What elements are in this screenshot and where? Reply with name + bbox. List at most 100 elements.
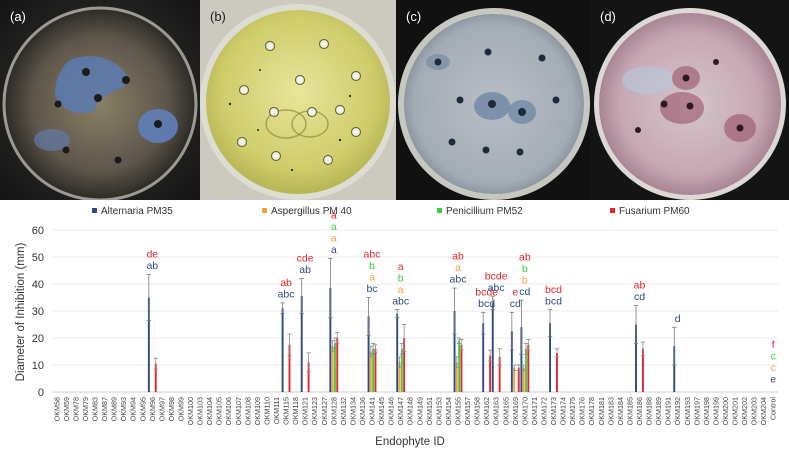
bar-OKM141-1 xyxy=(369,351,372,392)
significance-label: ab xyxy=(634,280,646,292)
bar-OKM155-1 xyxy=(455,362,458,392)
significance-label: bcde xyxy=(475,286,498,298)
x-tick-label: OKM105 xyxy=(215,397,224,425)
x-tick-label: OKM185 xyxy=(625,397,634,425)
bar-OKM147-2 xyxy=(400,348,403,392)
x-tick-label: OKM165 xyxy=(501,397,510,425)
significance-label: abc xyxy=(392,295,409,307)
x-tick-label: OKM128 xyxy=(329,397,338,425)
x-tick-label: OKM79 xyxy=(81,397,90,421)
x-tick-label: OKM109 xyxy=(253,397,262,425)
significance-label: abc xyxy=(364,249,381,261)
x-tick-label: OKM197 xyxy=(692,397,701,425)
bar-OKM128-3 xyxy=(336,338,339,392)
significance-label: a xyxy=(331,209,337,221)
x-tick-label: OKM171 xyxy=(530,397,539,425)
bar-OKM170-2 xyxy=(525,348,527,392)
x-tick-label: OKM155 xyxy=(453,397,462,425)
y-tick-label: 0 xyxy=(38,387,44,399)
legend-swatch-1 xyxy=(262,208,267,213)
x-tick-label: OKM199 xyxy=(711,397,720,425)
petri-dish-d-image xyxy=(590,0,789,200)
x-tick-label: OKM103 xyxy=(196,397,205,425)
significance-label: bcd xyxy=(545,295,562,307)
bar-OKM169-1 xyxy=(513,367,516,392)
bar-OKM169-0 xyxy=(510,331,513,392)
significance-label: ab xyxy=(146,260,158,272)
significance-label: cd xyxy=(519,286,530,298)
petri-dish-a-image xyxy=(0,0,200,200)
x-tick-label: OKM183 xyxy=(606,397,615,425)
significance-label: bcde xyxy=(485,270,508,282)
bar-OKM173-3 xyxy=(556,352,558,392)
bar-OKM141-3 xyxy=(374,348,377,392)
x-tick-label: OKM108 xyxy=(243,397,252,425)
bar-OKM121-3 xyxy=(307,362,310,392)
x-tick-label: OKM127 xyxy=(320,397,329,425)
y-axis: 0 10 20 30 40 50 60 xyxy=(32,225,44,399)
significance-label: a xyxy=(331,232,337,244)
significance-label: de xyxy=(146,249,158,261)
x-tick-label: OKM110 xyxy=(262,397,271,425)
bar-OKM170-1 xyxy=(522,367,525,392)
significance-label: ab xyxy=(519,251,531,263)
legend-swatch-2 xyxy=(437,208,442,213)
x-tick-label: OKM95 xyxy=(138,397,147,421)
significance-label: b xyxy=(522,263,528,275)
x-tick-label: OKM141 xyxy=(368,397,377,425)
x-tick-label: OKM153 xyxy=(434,397,443,425)
bar-OKM162-3 xyxy=(489,355,492,392)
y-tick-label: 40 xyxy=(32,279,44,291)
significance-label: c xyxy=(771,351,776,363)
petri-dish-photo-b: (b) xyxy=(200,0,396,200)
bar-OKM147-3 xyxy=(403,338,406,392)
x-tick-label: OKM98 xyxy=(167,397,176,421)
significance-label: abc xyxy=(278,289,295,301)
y-tick-label: 10 xyxy=(32,360,44,372)
legend-swatch-3 xyxy=(610,208,615,213)
bar-OKM115-3 xyxy=(288,344,291,392)
significance-label: b xyxy=(369,260,375,272)
petri-dish-photo-a: (a) xyxy=(0,0,200,200)
significance-label: a xyxy=(331,244,337,256)
x-tick-label: OKM147 xyxy=(396,397,405,425)
petri-dish-photo-d: (d) xyxy=(590,0,789,200)
panel-label-d: (d) xyxy=(600,9,616,24)
significance-label: a xyxy=(398,261,404,273)
x-tick-label: OKM148 xyxy=(406,397,415,425)
x-axis: OKM58 OKM59 OKM78 OKM79 OKM83 OKM87 OKM89 OKM93… xyxy=(52,397,777,426)
x-tick-label: OKM186 xyxy=(635,397,644,425)
x-tick-label: OKM104 xyxy=(205,397,214,425)
bar-OKM173-0 xyxy=(549,323,552,392)
x-tick-label: OKM176 xyxy=(578,397,587,425)
bar-OKM141-0 xyxy=(367,316,370,392)
x-tick-label: OKM154 xyxy=(444,397,453,425)
x-tick-label: OKM184 xyxy=(616,397,625,425)
legend-label-2: Penicillium PM52 xyxy=(446,206,523,217)
x-tick-label: OKM198 xyxy=(702,397,711,425)
significance-label: bcd xyxy=(545,284,562,296)
x-tick-label: OKM163 xyxy=(492,397,501,425)
bar-OKM155-0 xyxy=(453,311,456,392)
x-tick-label: OKM193 xyxy=(683,397,692,425)
x-tick-label: OKM162 xyxy=(482,397,491,425)
x-tick-label: OKM170 xyxy=(520,397,529,425)
x-tick-label: OKM100 xyxy=(186,397,195,425)
significance-label: cde xyxy=(297,253,314,265)
legend-label-1: Aspergillus PM 40 xyxy=(271,206,352,217)
legend-label-3: Fusarium PM60 xyxy=(619,206,690,217)
y-tick-label: 20 xyxy=(32,333,44,345)
x-tick-label: OKM151 xyxy=(425,397,434,425)
x-tick-label: OKM99 xyxy=(176,397,185,421)
significance-label: e xyxy=(512,286,518,298)
x-tick-label: OKM94 xyxy=(129,397,138,421)
significance-label: c xyxy=(771,362,776,374)
x-tick-label: OKM188 xyxy=(645,397,654,425)
bar-OKM147-0 xyxy=(396,313,399,392)
x-tick-label: OKM202 xyxy=(740,397,749,425)
y-tick-label: 60 xyxy=(32,225,44,237)
bar-OKM128-0 xyxy=(329,288,332,392)
bar-OKM169-3 xyxy=(517,367,520,392)
significance-label: a xyxy=(331,221,337,233)
x-tick-label: OKM200 xyxy=(721,397,730,425)
